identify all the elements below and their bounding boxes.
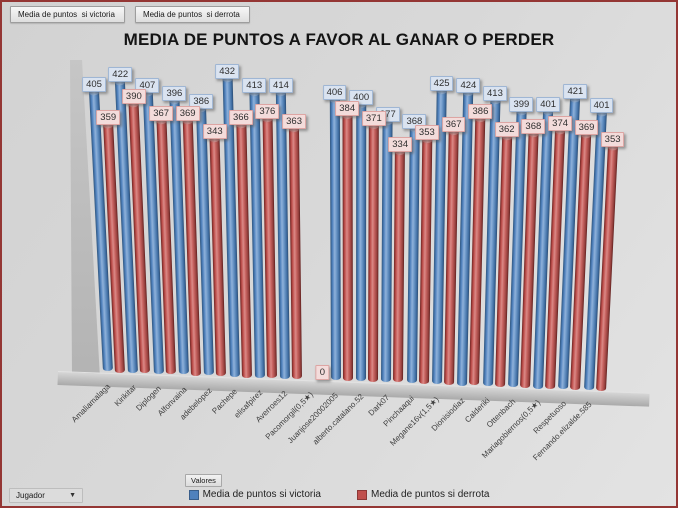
values-field-button[interactable]: Valores <box>185 474 222 487</box>
cylinder-bar-victoria <box>275 92 291 379</box>
cylinder-bar-derrota <box>418 140 432 384</box>
cylinder-bar-derrota <box>393 152 406 383</box>
cylinder-bar-victoria <box>381 122 393 383</box>
cylinder-bar-derrota <box>368 125 379 382</box>
legend-item-derrota: Media de puntos si derrota <box>357 489 489 500</box>
category-field-label: Jugador <box>16 491 45 500</box>
field-button-victoria[interactable]: Media de puntos si victoria <box>10 6 125 23</box>
cylinder-bar-derrota <box>443 131 459 385</box>
field-button-derrota[interactable]: Media de puntos si derrota <box>134 6 250 23</box>
data-label: 406 <box>322 85 347 101</box>
data-label: 374 <box>548 115 573 131</box>
data-label: 334 <box>388 137 413 153</box>
data-label: 390 <box>121 89 146 105</box>
data-label: 405 <box>82 77 106 93</box>
legend-swatch-victoria-icon <box>188 489 199 500</box>
data-label: 401 <box>589 98 614 114</box>
legend-label-victoria: Media de puntos si victoria <box>202 489 321 500</box>
data-label: 421 <box>563 83 588 99</box>
x-axis-label: Amaliamalaga <box>70 382 113 425</box>
data-label: 424 <box>456 77 481 93</box>
data-label: 413 <box>242 77 267 93</box>
data-label: 369 <box>574 119 599 135</box>
legend-label-derrota: Media de puntos si derrota <box>371 489 490 500</box>
data-label: 396 <box>162 86 187 102</box>
category-field-button[interactable]: Jugador ▼ <box>9 488 83 503</box>
data-label: 413 <box>483 86 507 102</box>
legend-swatch-derrota-icon <box>357 489 367 500</box>
data-label: 432 <box>215 63 240 79</box>
dropdown-arrow-icon: ▼ <box>69 492 76 499</box>
data-label: 386 <box>468 104 493 120</box>
data-label: 401 <box>536 96 561 112</box>
data-label: 353 <box>600 132 625 147</box>
legend: Media de puntos si victoria Media de pun… <box>2 489 676 500</box>
cylinder-bar-victoria <box>329 100 341 381</box>
cylinder-bar-victoria <box>406 129 420 384</box>
cylinder-bar-derrota <box>262 118 277 379</box>
data-label: 363 <box>282 113 307 129</box>
data-label: 371 <box>361 110 386 126</box>
data-label: 366 <box>228 109 253 125</box>
cylinder-bar-derrota <box>342 115 353 381</box>
data-label: 384 <box>335 100 360 116</box>
data-label: 343 <box>202 124 227 140</box>
data-label: 414 <box>269 77 293 93</box>
data-label: 353 <box>414 125 439 141</box>
data-label: 359 <box>96 109 121 125</box>
data-label: 0 <box>315 364 330 380</box>
data-label: 425 <box>429 76 454 92</box>
x-axis-label: Pacomorgil(0,5★) <box>263 389 315 442</box>
chart-title: MEDIA DE PUNTOS A FAVOR AL GANAR O PERDE… <box>123 30 555 49</box>
data-label: 368 <box>521 118 546 134</box>
cylinder-bar-victoria <box>356 105 367 382</box>
data-label: 362 <box>494 121 519 137</box>
cylinder-bar-derrota <box>289 128 303 380</box>
data-label: 422 <box>108 66 133 82</box>
data-label: 369 <box>175 105 200 121</box>
data-label: 367 <box>441 116 466 132</box>
pivot-field-buttons: Media de puntos si victoria Media de pun… <box>10 6 250 23</box>
legend-item-victoria: Media de puntos si victoria <box>188 489 321 500</box>
x-axis-label: alberto.catalano.52 <box>310 391 366 447</box>
data-label: 376 <box>255 103 280 119</box>
data-label: 399 <box>509 96 534 112</box>
data-label: 367 <box>149 105 174 121</box>
